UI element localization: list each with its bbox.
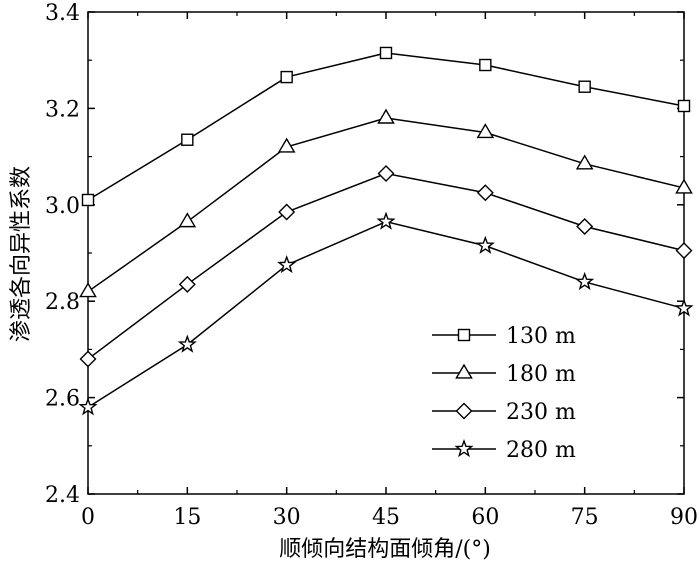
data-point-star <box>376 211 396 230</box>
series-triangle <box>79 108 693 298</box>
data-point-star <box>575 271 595 291</box>
legend-label: 280 m <box>506 438 576 463</box>
x-axis-title: 顺倾向结构面倾角/(°) <box>279 537 491 562</box>
plot-frame <box>87 11 685 495</box>
legend-entry: 230 m <box>432 400 576 425</box>
data-point-star <box>475 235 495 254</box>
legend-entry: 180 m <box>432 362 576 387</box>
x-tick-label: 30 <box>273 505 301 530</box>
data-point-diamond <box>675 242 693 260</box>
series-line <box>87 220 685 408</box>
series-group <box>78 46 694 416</box>
data-point-triangle <box>79 282 97 298</box>
data-point-triangle <box>178 212 197 228</box>
data-point-diamond <box>178 275 196 293</box>
x-tick-label: 60 <box>471 505 499 530</box>
series-diamond <box>79 164 693 368</box>
y-tick-label: 2.6 <box>45 387 80 412</box>
legend-label: 130 m <box>506 324 576 349</box>
y-tick-label: 3.2 <box>45 97 80 122</box>
data-point-square <box>578 80 591 93</box>
legend-marker-diamond <box>455 402 473 420</box>
data-point-triangle <box>277 137 296 153</box>
data-point-diamond <box>278 203 296 221</box>
data-point-triangle <box>575 154 594 170</box>
data-point-diamond <box>576 218 594 235</box>
x-tick-label: 75 <box>571 505 599 530</box>
y-tick-label: 2.4 <box>45 483 80 508</box>
legend-marker-square <box>457 328 471 342</box>
y-tick-label: 3.4 <box>45 1 80 26</box>
y-axis-title: 渗透各向异性系数 <box>9 166 34 342</box>
y-tick-label: 3.0 <box>45 194 80 219</box>
data-point-square <box>379 46 393 60</box>
data-point-star <box>78 397 98 416</box>
data-point-star <box>674 298 694 317</box>
x-tick-label: 0 <box>81 505 95 530</box>
plot-area-border <box>87 11 685 495</box>
x-axis: 0 15 30 45 60 75 90 <box>81 12 698 530</box>
data-point-square <box>181 133 194 146</box>
x-tick-label: 90 <box>670 505 698 530</box>
data-point-square <box>280 70 293 84</box>
legend-label: 230 m <box>506 400 576 425</box>
data-point-star <box>277 255 297 274</box>
series-square <box>81 46 691 207</box>
data-point-triangle <box>675 178 693 194</box>
data-point-square <box>479 58 492 72</box>
data-point-triangle <box>377 108 395 124</box>
x-tick-label: 45 <box>372 505 400 530</box>
data-point-triangle <box>476 123 495 139</box>
legend-entry: 130 m <box>432 324 576 349</box>
legend-label: 180 m <box>506 362 576 387</box>
y-tick-label: 2.8 <box>45 290 80 315</box>
legend-marker-triangle <box>455 363 473 379</box>
x-tick-label: 15 <box>173 505 201 530</box>
y-axis: 2.4 2.6 2.8 3.0 3.2 3.4 <box>45 1 684 508</box>
legend-entry: 280 m <box>432 438 576 463</box>
data-point-square <box>81 193 95 207</box>
legend: 130 m 180 m 230 m 280 m <box>432 324 576 463</box>
series-line <box>87 117 685 293</box>
data-point-diamond <box>79 350 97 368</box>
series-star <box>78 211 694 416</box>
data-point-diamond <box>476 184 494 202</box>
legend-marker-star <box>454 438 474 458</box>
data-point-star <box>177 334 197 353</box>
data-point-square <box>677 99 691 113</box>
series-line <box>87 172 685 360</box>
data-point-diamond <box>377 164 395 182</box>
